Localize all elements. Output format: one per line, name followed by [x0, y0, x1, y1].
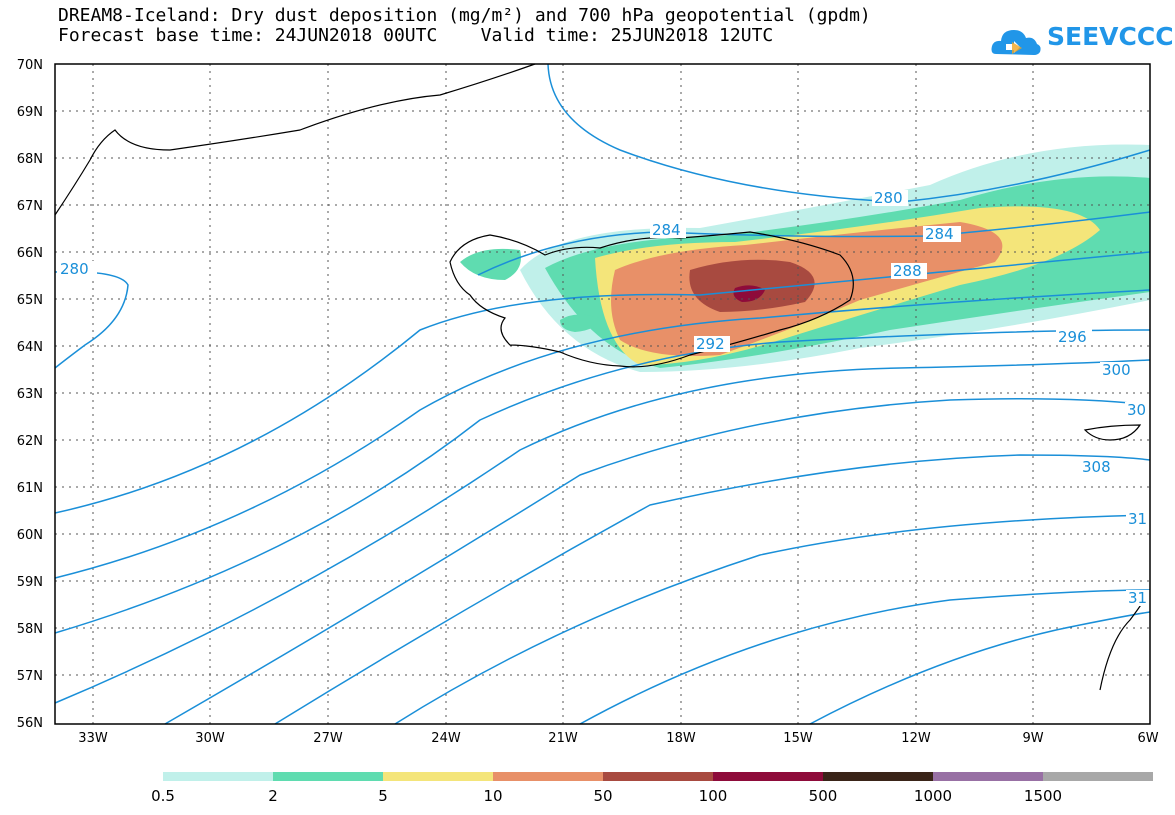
contour-label: 280: [874, 189, 903, 207]
latitude-axis: 70N 69N 68N 67N 66N 65N 64N 63N 62N 61N …: [17, 58, 43, 731]
legend-swatch: [163, 772, 273, 781]
legend-swatch: [823, 772, 933, 781]
contour-label: 300: [1102, 361, 1131, 379]
legend-label: 50: [593, 787, 613, 805]
contour-labels: 280 284 284 280 288 292 296 300 30 308 3…: [57, 189, 1150, 607]
contour-label: 284: [925, 225, 954, 243]
lat-label: 56N: [17, 716, 43, 731]
legend-label: 5: [378, 787, 388, 805]
contour-label: 292: [696, 335, 725, 353]
lat-label: 57N: [17, 669, 43, 684]
contour-label: 284: [652, 221, 681, 239]
legend-swatch: [493, 772, 603, 781]
seevccc-logo: [991, 30, 1041, 55]
contour-label: 31: [1128, 510, 1147, 528]
logo-text: SEEVCCC: [1047, 22, 1174, 51]
lon-label: 9W: [1022, 731, 1043, 746]
chart-title: DREAM8-Iceland: Dry dust deposition (mg/…: [58, 5, 871, 26]
lat-label: 62N: [17, 434, 43, 449]
lat-label: 67N: [17, 199, 43, 214]
lon-label: 24W: [431, 731, 461, 746]
lat-label: 66N: [17, 246, 43, 261]
legend-label: 10: [483, 787, 503, 805]
lat-label: 69N: [17, 105, 43, 120]
legend-swatch: [933, 772, 1043, 781]
legend-label: 100: [698, 787, 728, 805]
contour-label: 296: [1058, 328, 1087, 346]
forecast-times: Forecast base time: 24JUN2018 00UTC Vali…: [58, 25, 774, 46]
graticule: [55, 64, 1150, 724]
lat-label: 58N: [17, 622, 43, 637]
legend-label: 0.5: [151, 787, 175, 805]
map-frame: [54, 63, 1151, 725]
lon-label: 15W: [783, 731, 813, 746]
lat-label: 59N: [17, 575, 43, 590]
contour-label: 31: [1128, 589, 1147, 607]
legend-swatch: [273, 772, 383, 781]
contour-label: 288: [893, 262, 922, 280]
geopotential-contours: [54, 63, 1151, 725]
legend-swatch: [1043, 772, 1153, 781]
legend-swatch: [713, 772, 823, 781]
coastlines: [54, 63, 1151, 691]
lat-label: 61N: [17, 481, 43, 496]
lat-label: 68N: [17, 152, 43, 167]
legend-label: 1000: [913, 787, 953, 805]
lon-label: 21W: [548, 731, 578, 746]
legend-label: 1500: [1023, 787, 1063, 805]
lon-label: 18W: [666, 731, 696, 746]
contour-label: 280: [60, 260, 89, 278]
legend-label: 2: [268, 787, 278, 805]
lon-label: 30W: [195, 731, 225, 746]
lat-label: 60N: [17, 528, 43, 543]
lon-label: 6W: [1137, 731, 1158, 746]
lon-label: 12W: [901, 731, 931, 746]
legend-swatch: [603, 772, 713, 781]
legend-label: 500: [808, 787, 838, 805]
lat-label: 63N: [17, 387, 43, 402]
lat-label: 65N: [17, 293, 43, 308]
lat-label: 70N: [17, 58, 43, 73]
lat-label: 64N: [17, 340, 43, 355]
cloud-icon: [991, 30, 1041, 55]
lon-label: 27W: [313, 731, 343, 746]
longitude-axis: 33W 30W 27W 24W 21W 18W 15W 12W 9W 6W: [78, 731, 1158, 746]
contour-label: 308: [1082, 458, 1111, 476]
lon-label: 33W: [78, 731, 108, 746]
contour-label: 30: [1127, 401, 1146, 419]
legend-swatch: [383, 772, 493, 781]
legend-colorbar: [163, 772, 1153, 781]
